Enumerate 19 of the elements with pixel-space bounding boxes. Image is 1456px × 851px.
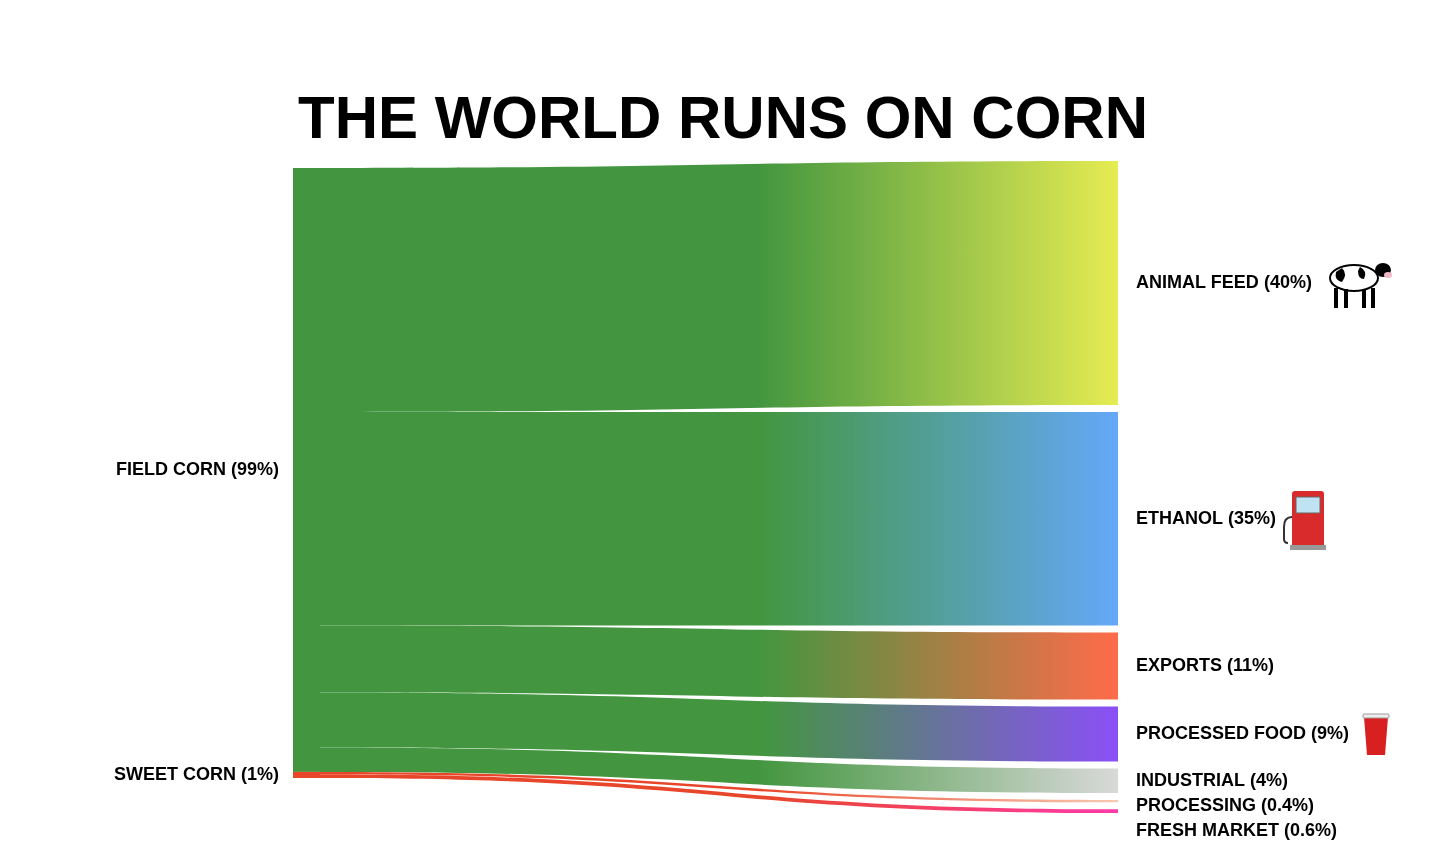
category-label: FIELD CORN xyxy=(115,458,226,479)
data-label: (99%) xyxy=(230,458,279,479)
data-label: (1%) xyxy=(240,763,279,784)
data-label: (35%) xyxy=(1228,507,1277,528)
category-label: FRESH MARKET xyxy=(1136,819,1279,840)
data-label: (0.6%) xyxy=(1284,819,1338,840)
data-label: (9%) xyxy=(1311,723,1350,744)
data-label: (0.4%) xyxy=(1261,794,1315,815)
data-label: (40%) xyxy=(1264,271,1313,292)
category-label: INDUSTRIAL xyxy=(1136,769,1245,790)
category-label: PROCESSED FOOD xyxy=(1136,723,1307,744)
category-label: PROCESSING xyxy=(1136,794,1257,815)
data-label: (11%) xyxy=(1227,655,1275,676)
category-label: SWEET CORN xyxy=(113,763,236,784)
category-label: EXPORTS xyxy=(1136,655,1223,676)
data-label: (4%) xyxy=(1249,769,1289,790)
category-label: ANIMAL FEED xyxy=(1136,271,1259,292)
text: THE WORLD RUNS ON CORN xyxy=(298,83,1148,151)
category-label: ETHANOL xyxy=(1136,507,1223,528)
